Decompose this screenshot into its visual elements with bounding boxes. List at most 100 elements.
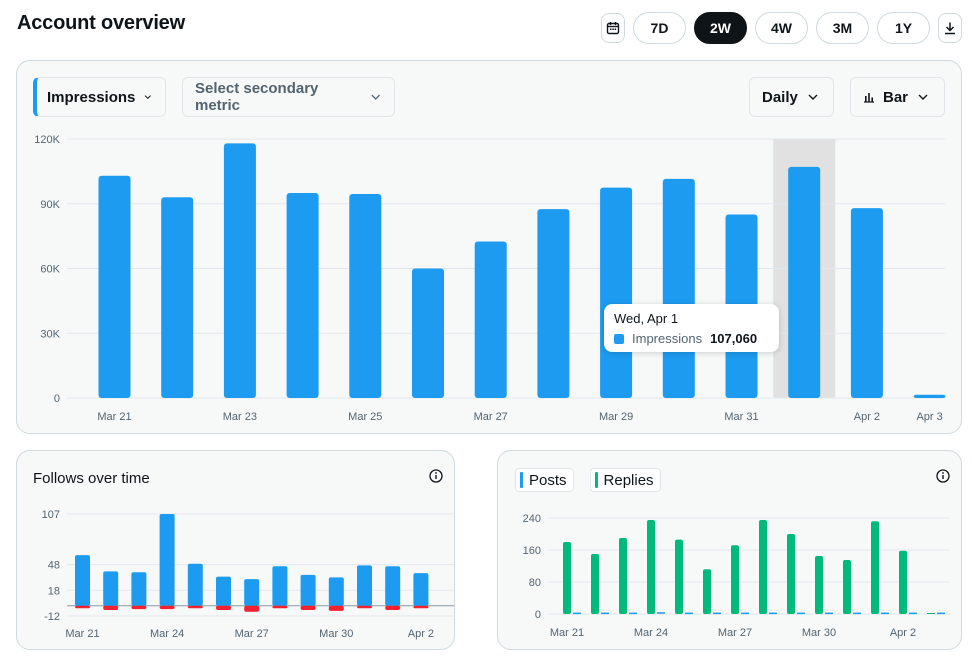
x-tick-label: Mar 24 — [634, 627, 668, 639]
bar — [788, 166, 821, 398]
bar — [286, 192, 319, 398]
unfollows-bar — [216, 605, 231, 610]
y-tick-label: 80 — [529, 577, 541, 589]
legend-replies[interactable]: Replies — [589, 468, 661, 492]
legend-posts[interactable]: Posts — [515, 468, 574, 492]
y-tick-label: 0 — [54, 393, 60, 405]
follows-chart: -12 18 48 107 Mar 21 Mar 24 Mar 27 Mar 30 Apr 2 — [42, 509, 454, 640]
chevron-down-icon — [145, 95, 152, 100]
info-icon[interactable] — [935, 468, 951, 484]
x-tick-label: Apr 3 — [916, 411, 942, 423]
range-7d-button[interactable]: 7D — [633, 12, 686, 44]
bar — [349, 194, 382, 398]
posts-bar — [769, 612, 777, 615]
secondary-metric-dropdown[interactable]: Select secondary metric — [182, 77, 395, 117]
unfollows-bar — [75, 605, 90, 609]
follows-title: Follows over time — [33, 470, 150, 487]
posts-bar — [825, 612, 833, 615]
posts-chart: 0 80 160 240 Mar 21 Mar 24 Mar 27 Mar 30 Apr 2 — [523, 513, 950, 639]
replies-bar — [759, 520, 767, 614]
secondary-metric-label: Select secondary metric — [195, 80, 319, 114]
x-tick-label: Mar 29 — [599, 411, 633, 423]
chart-type-label: Bar — [883, 88, 909, 106]
primary-metric-label: Impressions — [47, 88, 136, 106]
replies-bar — [927, 613, 935, 614]
interval-label: Daily — [762, 88, 798, 106]
info-icon[interactable] — [428, 468, 444, 484]
y-tick-label: 240 — [523, 513, 541, 525]
tooltip-value: 107,060 — [710, 331, 758, 346]
posts-bar — [657, 612, 665, 614]
x-tick-label: Mar 24 — [150, 628, 184, 640]
posts-bar — [713, 612, 721, 615]
unfollows-bar — [385, 605, 401, 610]
y-tick-label: 18 — [48, 585, 60, 597]
y-tick-label: 30K — [40, 328, 60, 340]
follows-card: Follows over time -12 18 48 107 Mar 21 Mar 24… — [16, 450, 455, 650]
y-tick-label: 90K — [40, 199, 60, 211]
follows-bar — [244, 579, 260, 606]
page-title: Account overview — [17, 12, 185, 34]
interval-dropdown[interactable]: Daily — [749, 77, 834, 117]
replies-bar — [703, 569, 711, 614]
chart-tooltip: Wed, Apr 1 Impressions 107,060 — [604, 304, 779, 352]
bar — [412, 268, 444, 398]
tooltip-date: Wed, Apr 1 — [614, 311, 679, 326]
range-2w-button[interactable]: 2W — [694, 12, 747, 44]
unfollows-bar — [300, 605, 316, 610]
bar-chart-icon — [864, 93, 874, 103]
follows-bar — [328, 577, 344, 606]
replies-bar — [591, 554, 599, 614]
bar — [850, 208, 883, 398]
y-tick-label: 160 — [523, 545, 541, 557]
y-tick-label: 0 — [535, 609, 541, 621]
posts-bar — [797, 612, 805, 615]
legend-posts-swatch — [520, 472, 523, 488]
chart-type-dropdown[interactable]: Bar — [850, 77, 945, 117]
x-tick-label: Mar 21 — [550, 627, 584, 639]
unfollows-bar — [328, 605, 344, 611]
replies-bar — [815, 556, 823, 614]
posts-bar — [909, 612, 917, 615]
calendar-icon — [606, 22, 620, 35]
primary-metric-dropdown[interactable]: Impressions — [33, 77, 166, 117]
follows-bar — [159, 514, 175, 606]
y-tick-label: 107 — [42, 509, 60, 521]
follows-bar — [300, 574, 316, 606]
follows-bar — [187, 563, 203, 606]
bar — [474, 241, 507, 398]
replies-bar — [843, 560, 851, 614]
download-button[interactable] — [938, 13, 962, 43]
bar — [98, 175, 131, 398]
unfollows-bar — [103, 605, 119, 610]
replies-bar — [731, 545, 739, 614]
unfollows-bar — [131, 605, 147, 610]
y-tick-label: 48 — [48, 560, 60, 572]
unfollows-bar — [272, 605, 288, 609]
replies-bar — [563, 542, 571, 614]
range-1y-button[interactable]: 1Y — [877, 12, 930, 44]
follows-bar — [272, 566, 288, 606]
follows-bar — [413, 573, 429, 606]
posts-bar — [937, 612, 945, 615]
x-tick-label: Mar 27 — [474, 411, 508, 423]
x-tick-label: Mar 27 — [235, 628, 269, 640]
follows-bar — [357, 565, 372, 606]
replies-bar — [647, 520, 655, 614]
posts-bar — [853, 612, 861, 615]
legend-replies-swatch — [594, 472, 598, 488]
posts-bar — [685, 612, 693, 615]
x-tick-label: Apr 2 — [890, 627, 916, 639]
download-icon — [945, 22, 955, 35]
y-tick-label: 60K — [40, 264, 60, 276]
posts-legend: Posts Replies — [515, 468, 661, 492]
replies-bar — [871, 521, 879, 614]
tooltip-label: Impressions — [632, 331, 703, 346]
range-4w-button[interactable]: 4W — [755, 12, 808, 44]
follows-bar — [385, 566, 401, 606]
calendar-button[interactable] — [601, 13, 625, 43]
x-tick-label: Mar 30 — [319, 628, 353, 640]
range-3m-button[interactable]: 3M — [816, 12, 869, 44]
impressions-card: Impressions Select secondary metric Dail… — [16, 60, 962, 434]
x-tick-label: Mar 30 — [802, 627, 836, 639]
